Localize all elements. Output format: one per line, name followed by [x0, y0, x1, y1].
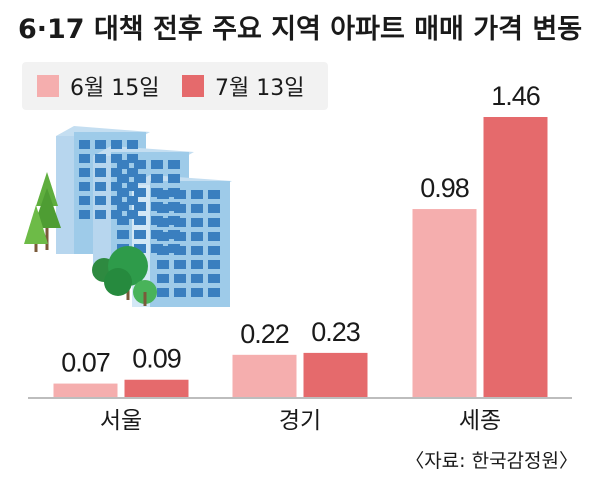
- value-label-1-2: 0.22: [240, 319, 289, 349]
- tree-illustration: [24, 172, 157, 306]
- bar-2-2: [303, 352, 368, 397]
- apartment-building-illustration: [56, 126, 232, 307]
- value-label-1-1: 0.07: [61, 348, 110, 378]
- legend-label-series-2: 7월 13일: [215, 76, 304, 101]
- value-label-1-3: 0.98: [420, 173, 469, 203]
- value-label-2-1: 0.09: [132, 344, 181, 374]
- chart-title: 6·17 대책 전후 주요 지역 아파트 매매 가격 변동: [18, 14, 582, 45]
- value-label-2-3: 1.46: [491, 81, 540, 111]
- source-note: 〈자료: 한국감정원〉: [405, 450, 578, 472]
- legend-swatch-series-1: [37, 75, 59, 97]
- bar-1-1: [53, 383, 118, 397]
- bar-1-3: [412, 209, 477, 397]
- category-label-sejong: 세종: [459, 408, 501, 434]
- bar-1-2: [232, 354, 297, 397]
- category-label-seoul: 서울: [100, 408, 142, 434]
- bar-2-1: [124, 379, 189, 397]
- value-label-2-2: 0.23: [311, 317, 360, 347]
- bar-2-3: [483, 117, 548, 397]
- category-label-gyeonggi: 경기: [279, 408, 321, 434]
- legend-swatch-series-2: [182, 75, 204, 97]
- legend: 6월 15일 7월 13일: [22, 62, 328, 110]
- legend-background: [22, 62, 328, 110]
- legend-label-series-1: 6월 15일: [70, 76, 159, 101]
- bars-group: 0.07 0.09 0.22 0.23 0.98 1.46: [53, 81, 548, 397]
